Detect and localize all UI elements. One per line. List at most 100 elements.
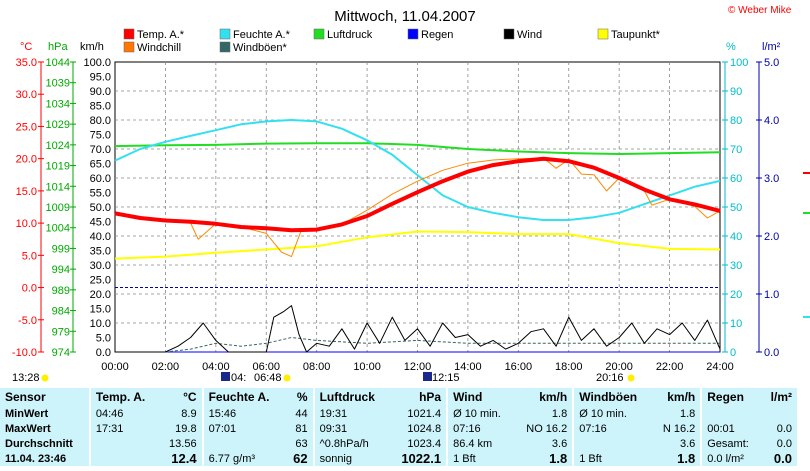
x-tick-label: 04:00 xyxy=(202,361,230,373)
summary-table: Sensor Temp. A. °C Feuchte A. % Luftdruc… xyxy=(0,388,797,466)
legend-label: Taupunkt* xyxy=(611,29,661,41)
temp-tick-label: -5.0 xyxy=(18,315,37,327)
legend-swatch xyxy=(313,28,325,40)
pressure-tick-label: 979 xyxy=(52,326,70,338)
legend-label: Windböen* xyxy=(233,42,288,54)
rain-tick-label: 2.0 xyxy=(764,231,779,243)
unit-pressure: hPa xyxy=(48,41,68,53)
summary-row-min: MinWert 04:46 8.9 15:46 44 19:31 1021.4 … xyxy=(0,406,797,421)
wind-tick-label: 5.0 xyxy=(96,333,111,345)
wind-tick-label: 95.0 xyxy=(90,72,111,84)
wind-tick-label: 90.0 xyxy=(90,86,111,98)
cell: 04:46 xyxy=(88,406,159,421)
summary-row-max: MaxWert 17:31 19.8 07:01 81 09:31 1024.8… xyxy=(0,421,797,436)
row-label: MaxWert xyxy=(5,422,51,435)
cell: Ø 10 min. xyxy=(446,406,514,421)
cell: 62 xyxy=(293,451,308,466)
cell xyxy=(88,436,159,451)
header-cell: km/h xyxy=(667,390,696,404)
wind-tick-label: 100.0 xyxy=(83,57,111,69)
temp-tick-label: 30.0 xyxy=(16,89,37,101)
edge-fragment xyxy=(803,316,810,318)
sun-icon xyxy=(283,374,291,382)
header-cell: l/m² xyxy=(770,390,792,404)
pressure-tick-label: 994 xyxy=(52,264,70,276)
edge-fragment xyxy=(803,212,810,214)
x-tick-label: 12:00 xyxy=(404,361,432,373)
moon-icon xyxy=(221,372,230,381)
series-line-feuchtea xyxy=(114,119,721,221)
cell: 09:31 xyxy=(312,421,390,436)
temp-tick-label: 20.0 xyxy=(16,154,37,166)
wind-tick-label: 55.0 xyxy=(90,188,111,200)
cell: N 16.2 xyxy=(662,422,696,435)
wind-tick-label: 20.0 xyxy=(90,289,111,301)
pressure-tick-label: 1004 xyxy=(46,223,70,235)
weather-chart: Mittwoch, 11.04.2007 © Weber Mike °C hPa… xyxy=(12,5,810,384)
temp-tick-label: 15.0 xyxy=(16,186,37,198)
wind-tick-label: 15.0 xyxy=(90,304,111,316)
wind-tick-label: 60.0 xyxy=(90,173,111,185)
right-strip xyxy=(797,388,810,471)
sunrise-label-end: 06:48 xyxy=(254,372,282,384)
temp-tick-label: 5.0 xyxy=(22,250,37,262)
cell: 1023.4 xyxy=(407,437,442,450)
cell: 07:16 xyxy=(446,421,514,436)
x-tick-label: 14:00 xyxy=(454,361,482,373)
x-tick-label: 16:00 xyxy=(505,361,533,373)
cell: 1021.4 xyxy=(407,407,442,420)
x-tick-label: 10:00 xyxy=(353,361,381,373)
pressure-tick-label: 1044 xyxy=(46,57,70,69)
cell: 0.0 xyxy=(776,437,792,450)
wind-tick-label: 45.0 xyxy=(90,217,111,229)
cell: 81 xyxy=(295,422,308,435)
series-line-windben xyxy=(115,337,720,353)
cell: 1.8 xyxy=(677,451,696,466)
cell: Gesamt: xyxy=(700,436,762,451)
humidity-tick-label: 20 xyxy=(730,289,742,301)
cell: 1.8 xyxy=(549,451,568,466)
legend-label: Temp. A.* xyxy=(137,29,185,41)
pressure-tick-label: 1039 xyxy=(46,78,70,90)
unit-humidity: % xyxy=(726,41,736,53)
temp-tick-label: 0.0 xyxy=(22,283,37,295)
series-line-taupunkt xyxy=(114,230,721,260)
legend-swatch xyxy=(123,41,135,53)
row-label: Durchschnitt xyxy=(5,437,73,450)
wind-tick-label: 65.0 xyxy=(90,159,111,171)
cell xyxy=(572,436,652,451)
wind-tick-label: 40.0 xyxy=(90,231,111,243)
pressure-tick-label: 974 xyxy=(52,347,70,359)
x-tick-label: 22:00 xyxy=(656,361,684,373)
header-cell: Sensor xyxy=(5,390,46,404)
cell: 19.8 xyxy=(175,422,197,435)
legend-swatch xyxy=(407,28,419,40)
summary-row-current: 11.04. 23:46 12.4 6.77 g/m³ 62 sonnig 10… xyxy=(0,451,797,466)
wind-tick-label: 35.0 xyxy=(90,246,111,258)
header-cell: km/h xyxy=(539,390,568,404)
wind-tick-label: 85.0 xyxy=(90,101,111,113)
series-line-luftdruck xyxy=(114,142,721,155)
pressure-tick-label: 1024 xyxy=(46,140,70,152)
cell: 0.0 xyxy=(773,451,792,466)
cell: 07:16 xyxy=(572,421,652,436)
cell: 1022.1 xyxy=(401,451,442,466)
rain-tick-label: 1.0 xyxy=(764,289,779,301)
grid xyxy=(114,61,721,353)
sunrise-time: 13:28 xyxy=(12,372,40,384)
wind-tick-label: 70.0 xyxy=(90,144,111,156)
wind-tick-label: 75.0 xyxy=(90,130,111,142)
header-cell: % xyxy=(296,390,308,404)
summary-header-row: Sensor Temp. A. °C Feuchte A. % Luftdruc… xyxy=(0,388,797,406)
chart-title: Mittwoch, 11.04.2007 xyxy=(334,8,475,25)
rain-tick-label: 5.0 xyxy=(764,57,779,69)
legend-label: Windchill xyxy=(137,42,181,54)
wind-tick-label: 0.0 xyxy=(96,347,111,359)
cell xyxy=(761,406,797,421)
humidity-tick-label: 0 xyxy=(730,347,736,359)
unit-wind: km/h xyxy=(80,41,104,53)
wind-tick-label: 10.0 xyxy=(90,318,111,330)
wind-tick-label: 25.0 xyxy=(90,275,111,287)
humidity-tick-label: 60 xyxy=(730,173,742,185)
legend: Temp. A.* Feuchte A.* Luftdruck Regen Wind Ta… xyxy=(123,28,661,54)
